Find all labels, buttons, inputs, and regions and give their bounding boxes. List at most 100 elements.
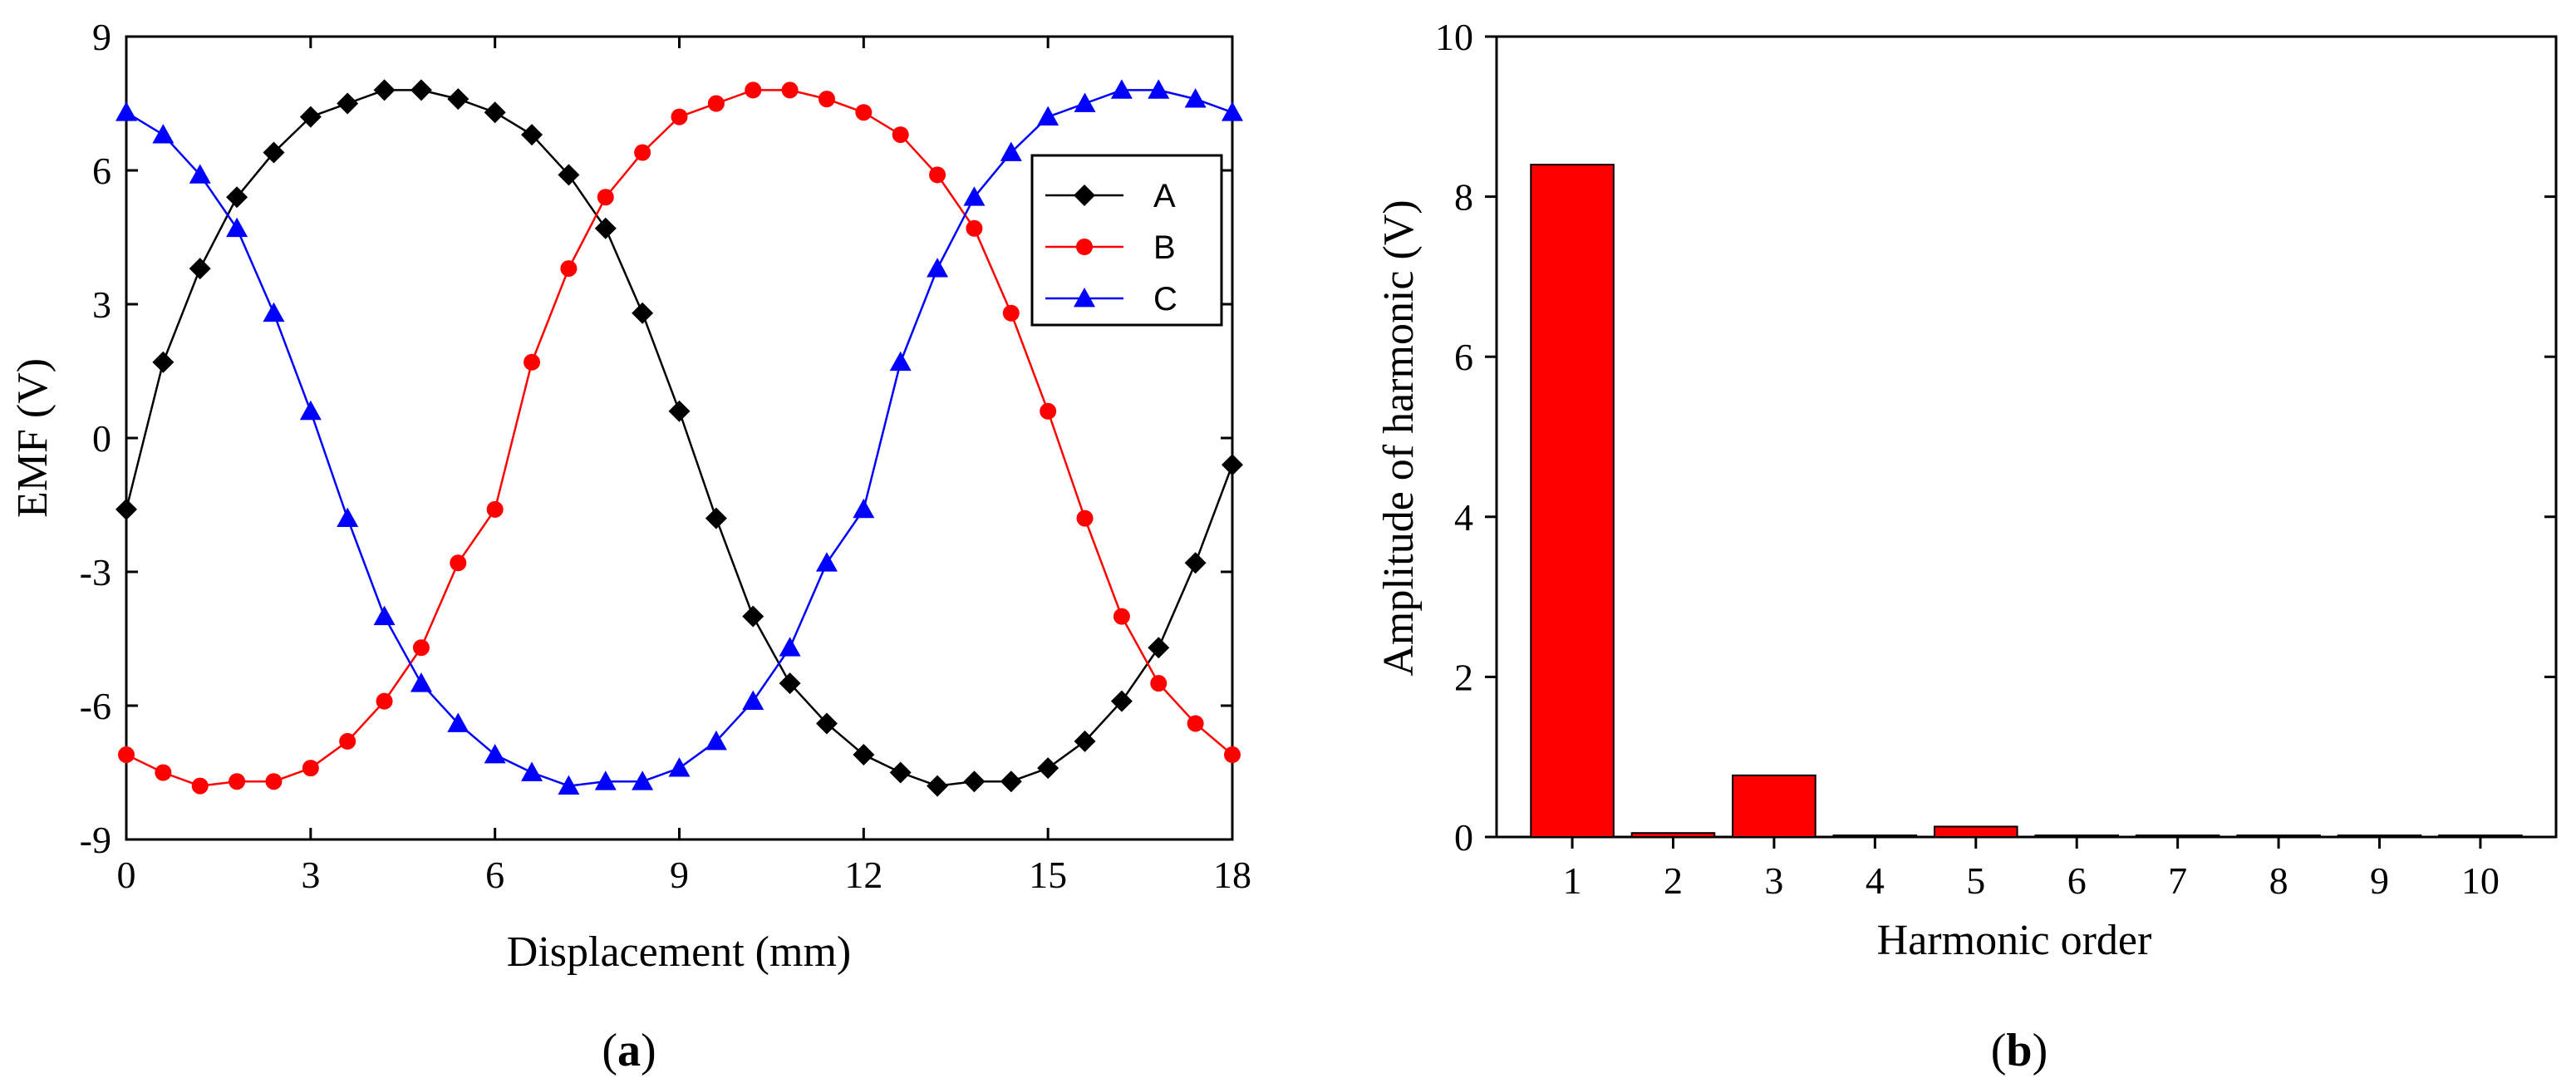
bar-8 [2236, 834, 2321, 839]
data-point-C [263, 302, 285, 322]
data-point-B [1187, 715, 1204, 732]
data-point-A [226, 186, 248, 209]
legend: ABC [1030, 154, 1223, 327]
data-point-B [1040, 402, 1057, 420]
y-tick-label-a: -6 [80, 685, 111, 727]
data-point-A [558, 164, 580, 186]
series-group-a [116, 79, 1243, 797]
x-tick-label-a: 18 [1213, 854, 1251, 896]
data-point-A [299, 106, 322, 128]
x-tick-label-b: 7 [2168, 859, 2187, 902]
plot-frame-b [1495, 35, 2558, 839]
data-point-B [818, 91, 835, 108]
data-point-C [226, 217, 248, 238]
panel-label-b: (b) [1991, 1025, 2048, 1076]
data-point-C [889, 351, 912, 372]
data-point-A [853, 744, 875, 766]
harmonic-bar-chart: 1 2 3 4 5 6 7 8 9 10 0 2 4 6 8 10 Harmonic order Amplit… [1375, 16, 2558, 1076]
data-point-A [779, 672, 801, 695]
data-point-C [152, 124, 175, 144]
legend-marker-C [1074, 288, 1095, 308]
bar-1 [1530, 164, 1615, 838]
data-point-C [815, 552, 838, 572]
data-point-C [742, 690, 764, 711]
data-point-B [1150, 675, 1168, 692]
data-point-C [558, 775, 580, 795]
data-point-B [229, 773, 246, 790]
data-point-A [1074, 730, 1096, 752]
data-point-B [339, 732, 356, 750]
legend-marker-B [1076, 239, 1093, 255]
data-point-A [632, 302, 654, 324]
y-tick-label-b: 8 [1454, 176, 1473, 219]
legend-label-C: C [1153, 281, 1177, 318]
data-point-B [302, 760, 319, 777]
data-point-A [337, 92, 359, 115]
data-point-C [853, 498, 875, 519]
x-tick-label-b: 1 [1563, 859, 1582, 902]
data-point-B [191, 777, 209, 795]
y-tick-label-a: 9 [92, 16, 111, 58]
x-tick-label-b: 4 [1866, 859, 1885, 902]
data-point-A [1000, 770, 1022, 793]
data-point-A [927, 775, 949, 797]
y-tick-label-b: 4 [1454, 496, 1473, 539]
bar-10 [2438, 834, 2523, 839]
data-point-B [966, 219, 983, 237]
data-point-C [189, 164, 211, 184]
data-point-B [892, 126, 909, 144]
data-point-B [855, 104, 873, 121]
data-point-A [705, 507, 727, 529]
bar-3 [1732, 774, 1816, 838]
data-point-C [447, 712, 469, 732]
x-tick-label-b: 2 [1664, 859, 1683, 902]
data-point-A [189, 258, 211, 280]
data-point-C [1000, 141, 1022, 161]
data-point-B [1113, 608, 1130, 625]
series-C [116, 79, 1243, 795]
data-point-A [889, 761, 912, 784]
data-point-B [1002, 304, 1020, 322]
bar-2 [1630, 832, 1716, 838]
y-axis-title-a: EMF (V) [9, 358, 57, 518]
data-point-A [521, 124, 543, 146]
data-point-B [707, 95, 725, 112]
data-point-B [634, 144, 651, 161]
data-point-C [927, 258, 949, 278]
data-point-C [1148, 79, 1170, 99]
legend-marker-A [1074, 185, 1095, 206]
data-point-B [412, 639, 430, 657]
bar-6 [2034, 834, 2119, 839]
y-axis-title-b: Amplitude of harmonic (V) [1375, 199, 1423, 676]
data-point-C [410, 672, 432, 692]
panel-label-b-letter: b [2006, 1025, 2032, 1076]
data-point-B [1076, 510, 1094, 527]
data-point-B [929, 166, 946, 184]
data-point-B [597, 189, 614, 206]
data-point-B [118, 746, 135, 764]
x-tick-label-a: 0 [117, 854, 136, 896]
data-point-B [1224, 746, 1241, 764]
x-tick-label-a: 15 [1029, 854, 1067, 896]
data-point-C [779, 637, 801, 657]
data-point-C [594, 770, 617, 790]
data-point-C [521, 761, 543, 781]
data-point-A [484, 101, 506, 124]
data-point-C [299, 400, 322, 421]
x-tick-label-b: 8 [2269, 859, 2288, 902]
y-tick-label-b: 0 [1454, 816, 1473, 859]
x-tick-label-b: 10 [2461, 859, 2500, 902]
x-tick-label-b: 6 [2067, 859, 2087, 902]
y-tick-label-a: 0 [92, 417, 111, 460]
data-point-C [1037, 106, 1059, 126]
data-point-A [742, 605, 764, 628]
data-point-B [450, 554, 467, 572]
data-point-A [152, 351, 175, 373]
data-point-A [594, 217, 617, 239]
y-tick-label-a: -3 [80, 551, 111, 593]
data-point-C [337, 507, 359, 527]
x-tick-label-a: 9 [670, 854, 689, 896]
panel-label-a-letter: a [617, 1025, 641, 1076]
data-point-C [1110, 79, 1133, 99]
x-tick-label-a: 6 [485, 854, 504, 896]
